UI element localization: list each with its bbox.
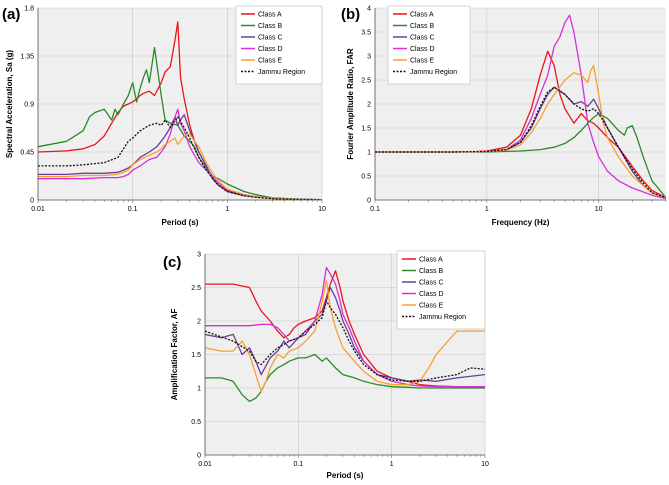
- y-tick-label: 3.5: [361, 30, 371, 37]
- y-axis-title: Fourier Amplitude Ratio, FAR: [346, 48, 355, 159]
- y-tick-label: 2.5: [191, 285, 201, 292]
- series-line-jammu-region: [205, 300, 485, 382]
- legend-label: Class B: [410, 23, 434, 30]
- series-line-class-d: [205, 266, 485, 388]
- x-tick-label: 10: [318, 206, 326, 213]
- series-line-class-e: [205, 280, 485, 393]
- series-group: [375, 14, 666, 200]
- panel-c: 0 0.5 1 1.5 2 2.5 3 0.01 0.1 1 10 Class A Class B Cla…: [163, 250, 489, 480]
- legend-label: Class D: [258, 46, 283, 53]
- x-axis-title: Frequency (Hz): [492, 218, 550, 227]
- legend-label: Class D: [419, 291, 444, 298]
- y-tick-label: 3: [197, 252, 201, 259]
- y-tick-label: 0: [197, 453, 201, 460]
- series-line-class-e: [38, 133, 322, 200]
- x-tick-label: 0.01: [198, 461, 212, 468]
- x-tick-label: 0.1: [293, 461, 303, 468]
- y-tick-label: 0.45: [20, 150, 34, 157]
- y-tick-label: 0.5: [191, 419, 201, 426]
- series-line-class-b: [375, 112, 666, 199]
- legend-label: Class D: [410, 46, 435, 53]
- y-tick-label: 1.35: [20, 54, 34, 61]
- x-axis-title: Period (s): [162, 218, 199, 227]
- y-tick-label: 2: [367, 102, 371, 109]
- series-line-class-b: [205, 353, 485, 403]
- x-tick-label: 1: [390, 461, 394, 468]
- y-tick-label: 1.8: [24, 6, 34, 13]
- legend-box: [235, 5, 323, 85]
- legend-label: Jammu Region: [410, 69, 457, 76]
- series-group: [38, 21, 322, 200]
- panel-label: (c): [163, 254, 181, 271]
- legend-label: Class C: [258, 35, 283, 42]
- y-tick-label: 0: [367, 198, 371, 205]
- x-axis-title: Period (s): [327, 471, 364, 480]
- x-tick-label: 10: [481, 461, 489, 468]
- panel-label: (b): [341, 6, 360, 23]
- legend-label: Class E: [258, 58, 282, 65]
- legend-label: Class E: [419, 303, 443, 310]
- legend-label: Class E: [410, 58, 434, 65]
- y-tick-label: 0.9: [24, 102, 34, 109]
- y-tick-label: 1: [367, 150, 371, 157]
- x-tick-label: 0.1: [128, 206, 138, 213]
- series-line-class-d: [375, 14, 666, 200]
- y-tick-label: 3: [367, 54, 371, 61]
- panel-a: 0 0.45 0.9 1.35 1.8 0.01 0.1 1 10 Class A Class B C…: [2, 6, 326, 228]
- legend-box: [396, 250, 486, 330]
- series-line-class-c: [38, 114, 322, 200]
- x-tick-label: 0.01: [31, 206, 45, 213]
- panel-b: 0 0.5 1 1.5 2 2.5 3 3.5 4 0.1 1 10 Class A Class B Cla…: [341, 6, 667, 227]
- y-tick-label: 1: [197, 386, 201, 393]
- legend-label: Class C: [419, 280, 444, 287]
- legend-label: Class C: [410, 35, 435, 42]
- legend-label: Class A: [258, 12, 282, 19]
- y-tick-label: 1.5: [361, 126, 371, 133]
- y-tick-label: 2.5: [361, 78, 371, 85]
- x-tick-label: 1: [485, 206, 489, 213]
- legend-label: Jammu Region: [258, 69, 305, 76]
- series-group: [205, 266, 485, 403]
- panel-label: (a): [2, 6, 20, 23]
- legend-label: Class B: [419, 268, 443, 275]
- x-tick-label: 1: [225, 206, 229, 213]
- y-tick-label: 0: [30, 198, 34, 205]
- x-tick-label: 0.1: [370, 206, 380, 213]
- legend-label: Class A: [419, 257, 443, 264]
- legend-label: Class B: [258, 23, 282, 30]
- y-tick-label: 2: [197, 319, 201, 326]
- y-tick-label: 4: [367, 6, 371, 13]
- series-line-jammu-region: [375, 86, 666, 199]
- series-line-class-b: [38, 46, 322, 200]
- y-axis-title: Amplification Factor, AF: [170, 309, 179, 401]
- legend-label: Class A: [410, 12, 434, 19]
- series-line-jammu-region: [38, 116, 322, 200]
- x-tick-label: 10: [595, 206, 603, 213]
- legend-label: Jammu Region: [419, 314, 466, 321]
- y-tick-label: 1.5: [191, 352, 201, 359]
- y-axis-title: Spectral Acceleration, Sa (g): [5, 50, 14, 159]
- y-tick-label: 0.5: [361, 174, 371, 181]
- series-line-class-e: [375, 64, 666, 199]
